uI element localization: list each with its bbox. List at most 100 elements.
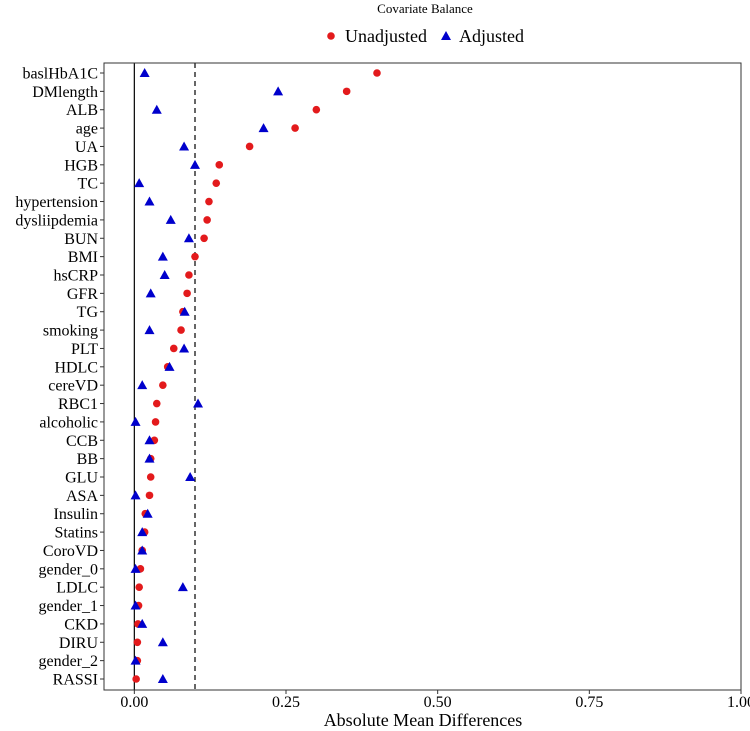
x-tick-label: 0.50 <box>424 694 452 711</box>
adjusted-point <box>164 361 175 371</box>
adjusted-point <box>183 233 194 243</box>
adjusted-point <box>258 123 269 133</box>
adjusted-point <box>151 104 162 114</box>
category-ticks <box>100 72 104 680</box>
category-label: TG <box>77 304 99 321</box>
adjusted-point <box>157 637 168 647</box>
adjusted-point <box>130 490 141 500</box>
category-label: CKD <box>64 616 98 633</box>
chart-title: Covariate Balance <box>377 1 473 16</box>
category-label: BB <box>77 451 98 468</box>
series-adjusted <box>130 68 284 683</box>
category-label: dysliipdemia <box>15 212 98 229</box>
legend-marker-adjusted <box>441 31 451 40</box>
adjusted-point <box>130 655 141 665</box>
category-label: DMlength <box>32 84 98 101</box>
unadjusted-point <box>146 473 155 481</box>
category-label: ASA <box>66 488 98 505</box>
category-label: ALB <box>66 102 98 119</box>
unadjusted-point <box>145 491 154 500</box>
legend-marker-unadjusted <box>327 32 335 40</box>
unadjusted-point <box>185 271 193 279</box>
unadjusted-point <box>203 216 211 224</box>
adjusted-point <box>165 214 176 224</box>
unadjusted-point <box>191 252 199 261</box>
unadjusted-point <box>245 142 254 151</box>
category-label: smoking <box>43 323 98 340</box>
unadjusted-point <box>200 234 208 243</box>
adjusted-point <box>193 398 204 408</box>
unadjusted-point <box>183 289 191 298</box>
legend-label-adjusted: Adjusted <box>459 26 524 46</box>
adjusted-point <box>273 86 284 96</box>
category-label: CCB <box>66 433 98 450</box>
unadjusted-point <box>133 638 142 647</box>
unadjusted-point <box>291 124 299 132</box>
unadjusted-point <box>312 105 321 114</box>
category-label: cereVD <box>48 378 98 395</box>
category-label: CoroVD <box>43 543 98 560</box>
legend: Unadjusted Adjusted <box>327 26 524 46</box>
adjusted-point <box>144 435 155 445</box>
category-label: HGB <box>64 157 98 174</box>
data-points <box>130 68 381 683</box>
series-unadjusted <box>132 69 381 683</box>
adjusted-point <box>145 288 156 298</box>
adjusted-point <box>130 416 141 426</box>
category-label: PLT <box>71 341 98 358</box>
category-label: alcoholic <box>39 414 98 431</box>
x-tick-label: 0.75 <box>575 694 603 711</box>
legend-label-unadjusted: Unadjusted <box>345 26 427 46</box>
x-tick-label: 0.00 <box>120 694 148 711</box>
x-tick-label: 0.25 <box>272 694 300 711</box>
adjusted-point <box>177 582 188 592</box>
adjusted-point <box>137 527 148 537</box>
category-label: Insulin <box>54 506 98 523</box>
adjusted-point <box>144 196 155 206</box>
category-label: gender_2 <box>38 653 98 670</box>
adjusted-point <box>157 674 168 683</box>
category-label: HDLC <box>54 359 98 376</box>
category-label: DIRU <box>59 635 99 652</box>
unadjusted-point <box>215 161 224 169</box>
x-axis-ticks: 0.00 0.25 0.50 0.75 1.00 <box>120 690 750 711</box>
adjusted-point <box>137 545 148 555</box>
category-label: BMI <box>68 249 98 266</box>
unadjusted-point <box>151 418 160 426</box>
adjusted-point <box>185 472 196 481</box>
unadjusted-point <box>342 87 351 96</box>
unadjusted-point <box>135 583 143 591</box>
adjusted-point <box>179 343 190 353</box>
category-label: TC <box>78 176 98 193</box>
category-label: gender_0 <box>38 561 98 578</box>
adjusted-point <box>144 453 155 463</box>
adjusted-point <box>130 563 141 573</box>
x-axis-title: Absolute Mean Differences <box>324 710 523 730</box>
category-label: RASSI <box>53 672 98 689</box>
category-label: gender_1 <box>38 598 98 615</box>
adjusted-point <box>130 600 141 610</box>
category-label: baslHbA1C <box>22 66 98 83</box>
unadjusted-point <box>132 675 140 683</box>
unadjusted-point <box>205 197 213 206</box>
category-label: RBC1 <box>58 396 98 413</box>
plot-frame <box>103 62 742 691</box>
adjusted-point <box>179 141 190 151</box>
category-label: age <box>76 121 98 138</box>
unadjusted-point <box>373 69 381 77</box>
x-tick-label: 1.00 <box>727 694 750 711</box>
category-label: UA <box>75 139 99 156</box>
adjusted-point <box>137 380 148 390</box>
category-label: LDLC <box>56 580 98 597</box>
adjusted-point <box>142 508 153 518</box>
unadjusted-point <box>169 344 178 353</box>
category-label: Statins <box>54 525 98 542</box>
category-label: GLU <box>65 470 98 487</box>
adjusted-point <box>157 251 168 261</box>
adjusted-point <box>190 159 200 169</box>
category-label: GFR <box>67 286 98 303</box>
category-label: hsCRP <box>54 268 99 285</box>
adjusted-point <box>179 306 190 316</box>
unadjusted-point <box>152 399 161 408</box>
